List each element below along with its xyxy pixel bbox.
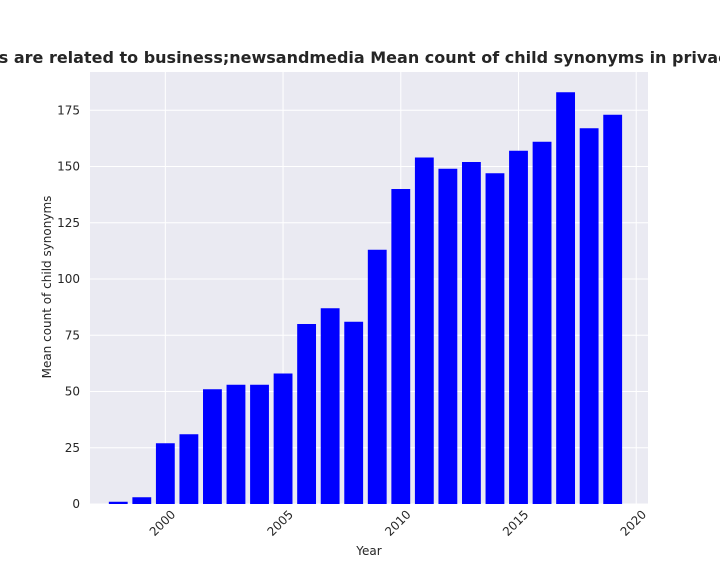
- x-tick-label: 2010: [382, 507, 413, 538]
- x-axis-ticks: 2000 2005 2010 2015 2020: [147, 507, 649, 538]
- bar: [532, 141, 552, 504]
- x-tick-label: 2000: [147, 507, 178, 538]
- bar: [273, 373, 293, 504]
- y-tick-label: 125: [57, 216, 80, 230]
- bar: [132, 497, 152, 504]
- bars: [108, 92, 623, 504]
- bar: [344, 321, 364, 504]
- bar: [462, 162, 481, 504]
- y-axis-label: Mean count of child synonyms: [40, 196, 54, 379]
- y-tick-label: 50: [65, 385, 80, 399]
- bar: [367, 249, 387, 504]
- y-tick-label: 0: [72, 497, 80, 511]
- y-tick-label: 75: [65, 328, 80, 342]
- y-axis-ticks: 0 25 50 75 100 125 150 175: [57, 103, 80, 511]
- bar: [320, 308, 340, 504]
- y-tick-label: 100: [57, 272, 80, 286]
- bar: [391, 189, 411, 504]
- y-tick-label: 150: [57, 160, 80, 174]
- bar: [250, 384, 269, 504]
- bar: [108, 501, 128, 504]
- bar: [203, 389, 222, 504]
- bar: [485, 173, 505, 504]
- x-tick-label: 2015: [500, 507, 531, 538]
- y-tick-label: 25: [65, 441, 80, 455]
- x-axis-label: Year: [355, 544, 381, 558]
- bar: [509, 150, 528, 504]
- chart-title: tegories are related to business;newsand…: [0, 48, 720, 67]
- x-tick-label: 2005: [264, 507, 295, 538]
- bar: [297, 324, 317, 504]
- y-tick-label: 175: [57, 103, 80, 117]
- bar: [414, 157, 434, 504]
- bar: [556, 92, 576, 504]
- x-tick-label: 2020: [618, 507, 649, 538]
- bar: [579, 128, 599, 504]
- bar: [438, 168, 458, 504]
- bar: [155, 443, 175, 504]
- bar: [179, 434, 199, 504]
- bar: [226, 384, 246, 504]
- bar: [603, 114, 623, 504]
